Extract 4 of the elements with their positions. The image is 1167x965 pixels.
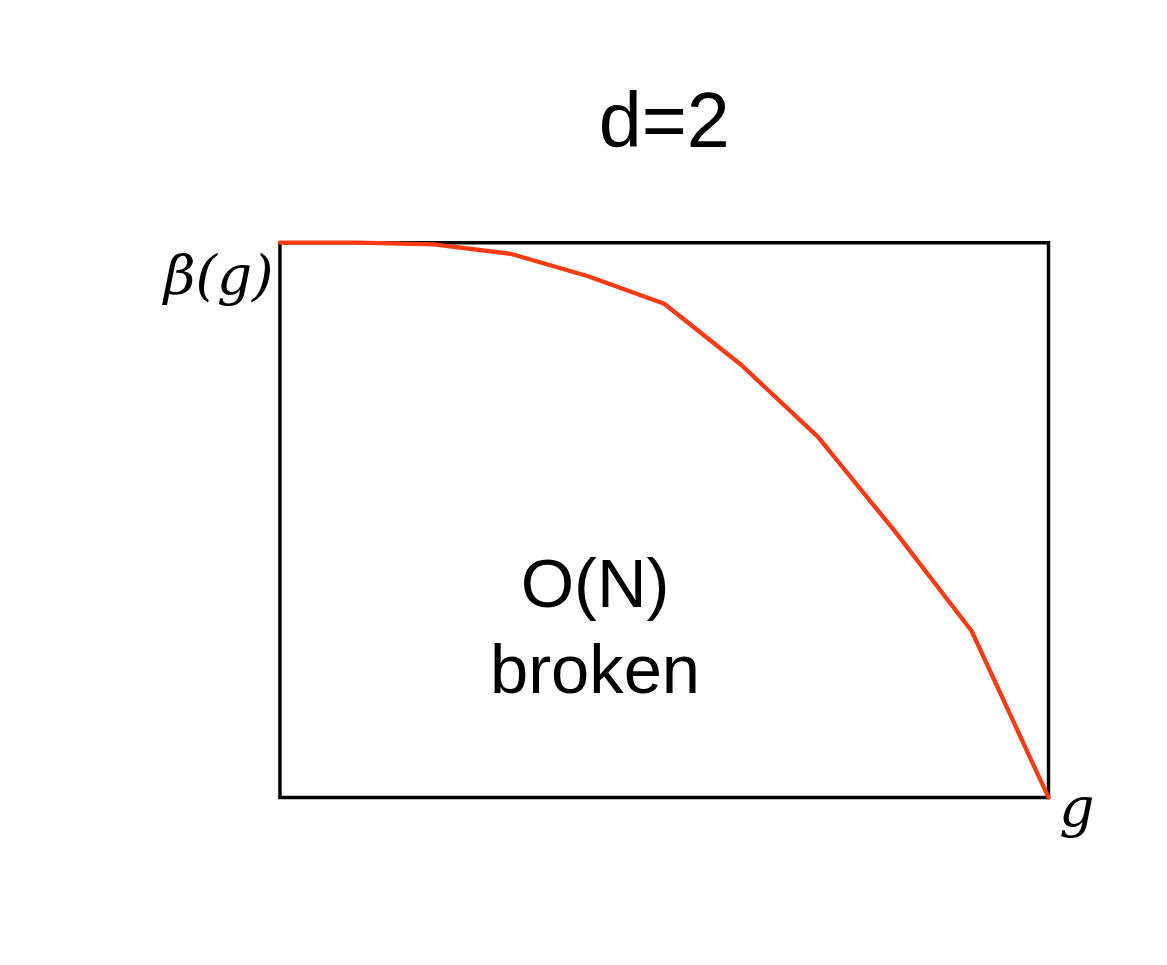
- y-axis-title: β(g): [161, 242, 274, 307]
- x-axis-title: g: [1059, 775, 1095, 840]
- annotation: O(N) broken: [490, 545, 701, 709]
- chart-title: d=2: [598, 76, 730, 163]
